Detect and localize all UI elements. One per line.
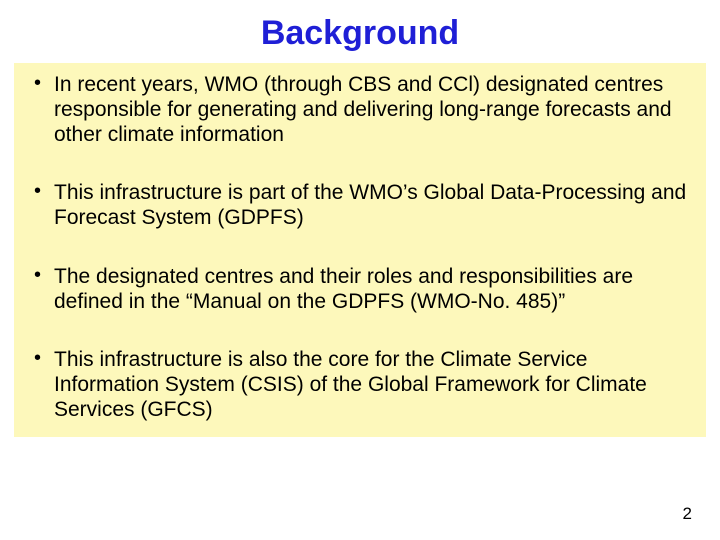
list-item: The designated centres and their roles a…	[26, 265, 694, 315]
list-item: This infrastructure is also the core for…	[26, 348, 694, 422]
page-number: 2	[683, 504, 692, 524]
slide-title: Background	[0, 0, 720, 63]
content-box: In recent years, WMO (through CBS and CC…	[14, 63, 706, 437]
bullet-list: In recent years, WMO (through CBS and CC…	[26, 73, 694, 423]
list-item: In recent years, WMO (through CBS and CC…	[26, 73, 694, 147]
list-item: This infrastructure is part of the WMO’s…	[26, 181, 694, 231]
